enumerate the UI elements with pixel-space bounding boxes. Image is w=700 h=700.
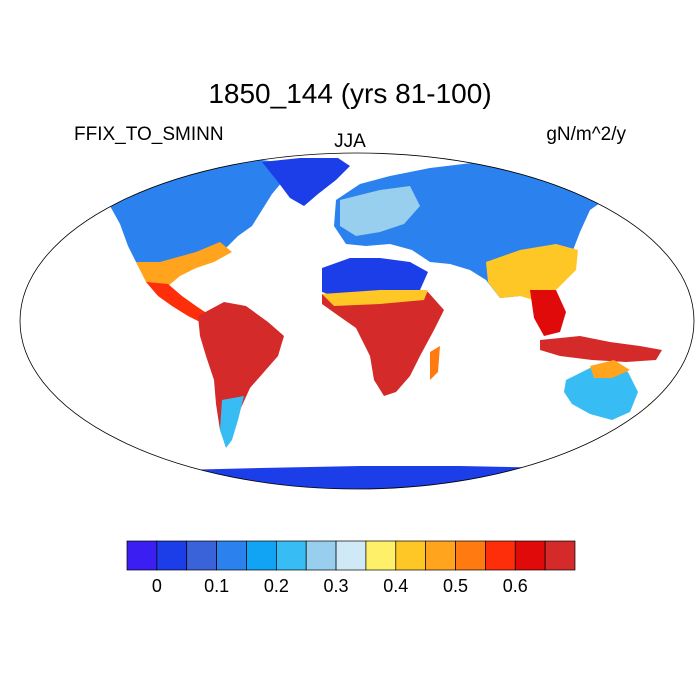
units-label: gN/m^2/y [546,124,626,145]
colorbar-swatch [485,540,516,571]
colorbar-swatch [365,540,397,571]
colorbar-swatch [126,540,158,571]
south-america-south [220,396,244,448]
colorbar-swatch [186,540,217,571]
colorbar-swatch [216,540,247,571]
antarctica [120,466,600,489]
colorbar-swatch [335,540,367,571]
africa-north [322,258,428,298]
variable-label: FFIX_TO_SMINN [74,124,224,145]
southeast-asia [530,290,566,336]
australia-north [590,360,630,378]
north-america-south [136,242,232,292]
north-america [98,160,300,290]
greenland [262,158,350,206]
colorbar-swatch [544,540,576,571]
colorbar-swatch [305,540,337,571]
europe-light [340,186,420,236]
south-america [198,302,284,446]
indonesia [540,336,662,362]
central-america [146,282,208,322]
colorbar-tick-label: 0.3 [323,576,349,596]
africa-central [322,290,444,396]
colorbar-tick-label: 0.2 [263,576,289,596]
colorbar-swatch [425,540,456,571]
colorbar-swatch [246,540,277,571]
new-zealand [644,400,664,424]
madagascar [430,346,440,380]
colorbar-tick-label: 0.4 [383,576,409,596]
colorbar-swatch [275,540,307,571]
map-border [19,152,695,490]
plot-title: 1850_144 (yrs 81-100) [208,78,492,109]
australia [564,362,638,420]
colorbar-tick-label: 0.6 [502,576,528,596]
africa-band [322,290,428,306]
asia-south [486,244,578,302]
colorbar [126,540,576,571]
colorbar-swatch [156,540,188,571]
colorbar-tick-label: 0.5 [443,576,469,596]
colorbar-tick-label: 0.1 [204,576,230,596]
colorbar-tick-label: 0 [151,576,162,596]
colorbar-swatch [514,540,546,571]
colorbar-swatch [455,540,486,571]
colorbar-swatch [395,540,427,571]
season-label: JJA [334,131,366,152]
